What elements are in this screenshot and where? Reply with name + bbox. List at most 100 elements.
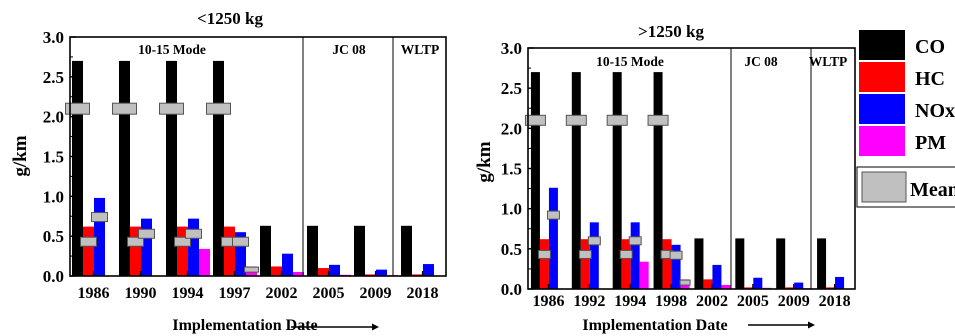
mean-marker-co-1986: [65, 102, 90, 115]
x-axis-arrowhead-icon: [808, 321, 815, 329]
mean-marker-nox-1994: [185, 228, 202, 239]
bar-hc-1998: [662, 239, 672, 289]
bar-hc-2009: [785, 287, 795, 289]
y-tick-label: 2.5: [501, 79, 522, 98]
bar-co-1997: [213, 60, 224, 277]
legend-label-pm: PM: [915, 132, 946, 154]
mean-marker-pm-1998: [679, 279, 691, 286]
y-tick-label: 2.0: [43, 108, 64, 127]
bar-nox-2005: [329, 264, 340, 276]
y-axis-title: g/km: [474, 141, 495, 182]
bar-nox-2005: [753, 277, 763, 289]
mean-marker-nox-1997: [232, 236, 249, 247]
mean-marker-co-1990: [112, 102, 137, 115]
bar-co-1998: [653, 72, 663, 289]
x-tick-label-1986: 1986: [78, 285, 110, 302]
y-tick-label: 1.0: [43, 187, 64, 206]
mean-marker-co-1986: [524, 114, 546, 126]
mean-marker-nox-1986: [546, 210, 560, 220]
region-label: WLTP: [809, 54, 848, 69]
mean-marker-hc-1986: [80, 236, 97, 247]
mean-marker-nox-1992: [587, 236, 601, 246]
bar-co-2009: [354, 225, 365, 276]
legend-label-co: CO: [915, 36, 945, 58]
y-tick-label: 1.5: [501, 160, 522, 179]
mean-marker-nox-1998: [669, 250, 683, 260]
mean-marker-co-1994: [159, 102, 184, 115]
bar-co-1994: [166, 60, 177, 277]
bar-hc-1986: [539, 239, 549, 289]
y-tick-label: 2.5: [43, 68, 64, 87]
bar-nox-2002: [712, 264, 722, 289]
x-tick-label-2002: 2002: [696, 293, 728, 310]
region-label: 10-15 Mode: [596, 54, 664, 69]
y-tick-label: 0.0: [501, 280, 522, 299]
bar-co-2005: [307, 225, 318, 276]
bar-nox-1986: [548, 187, 558, 289]
legend-swatch-nox: [859, 94, 905, 124]
bar-co-1990: [119, 60, 130, 277]
bar-nox-1990: [141, 218, 152, 276]
chart-title: >1250 kg: [638, 22, 704, 41]
bar-co-2018: [401, 225, 412, 276]
legend: CO HC NOx PM Mean: [856, 30, 955, 208]
bar-nox-1998: [671, 244, 681, 289]
y-tick-label: 3.0: [501, 39, 522, 58]
bar-co-2002: [260, 225, 271, 276]
bar-co-2002: [694, 238, 704, 289]
bar-hc-1992: [580, 239, 590, 289]
mean-marker-co-1997: [206, 102, 231, 115]
bar-nox-1997: [235, 232, 246, 276]
bar-hc-2002: [703, 279, 713, 289]
region-label: JC 08: [332, 42, 366, 57]
mean-marker-hc-1992: [578, 249, 592, 259]
legend-label-nox: NOx: [915, 100, 955, 122]
bar-hc-1990: [130, 226, 141, 276]
legend-swatch-hc: [859, 62, 905, 92]
x-tick-label-2018: 2018: [407, 285, 439, 302]
mean-marker-nox-1986: [91, 212, 108, 223]
bar-hc-2005: [744, 287, 754, 289]
x-tick-label-2018: 2018: [819, 293, 851, 310]
bar-hc-1986: [83, 226, 94, 276]
bar-hc-1994: [621, 239, 631, 289]
mean-marker-hc-1986: [537, 249, 551, 259]
legend-swatch-mean: [861, 171, 907, 203]
bar-hc-2018: [826, 287, 836, 289]
bar-hc-2005: [318, 268, 329, 276]
bar-co-1994: [612, 72, 622, 289]
bar-co-1986: [72, 60, 83, 277]
y-tick-label: 1.5: [43, 148, 64, 167]
legend-label-hc: HC: [915, 68, 945, 90]
mean-marker-co-1994: [606, 114, 628, 126]
legend-label-mean: Mean: [910, 179, 955, 201]
x-tick-label-1997: 1997: [219, 285, 251, 302]
mean-marker-nox-1990: [138, 228, 155, 239]
region-label: 10-15 Mode: [138, 42, 206, 57]
y-tick-label: 0.0: [43, 267, 64, 286]
bar-nox-1992: [589, 222, 599, 289]
y-tick-label: 3.0: [43, 28, 64, 47]
bar-pm-2002: [721, 284, 731, 289]
x-tick-label-2009: 2009: [360, 285, 392, 302]
chart-panel-light-vehicles: <1250 kg 10-15 Mode JC 08 WLTP 0.0 0.5 1.0 1.5 2…: [10, 9, 447, 334]
mean-marker-nox-1994: [628, 236, 642, 246]
bar-co-2009: [776, 238, 786, 289]
x-tick-label-2005: 2005: [737, 293, 769, 310]
chart-title: <1250 kg: [197, 9, 263, 28]
x-tick-label-1986: 1986: [532, 293, 564, 310]
bar-nox-2002: [282, 253, 293, 276]
bar-nox-1994: [630, 222, 640, 289]
bar-co-1986: [530, 72, 540, 289]
bar-pm-1994: [199, 248, 210, 276]
region-label: JC 08: [744, 54, 778, 69]
x-axis-title: Implementation Date: [172, 317, 317, 334]
mean-marker-pm-1997: [244, 266, 259, 273]
y-tick-label: 1.0: [501, 200, 522, 219]
bar-co-2005: [735, 238, 745, 289]
bar-pm-1994: [639, 261, 649, 289]
region-label: WLTP: [401, 42, 440, 57]
bar-hc-1997: [224, 226, 235, 276]
bar-nox-1986: [94, 197, 105, 276]
mean-marker-co-1992: [565, 114, 587, 126]
